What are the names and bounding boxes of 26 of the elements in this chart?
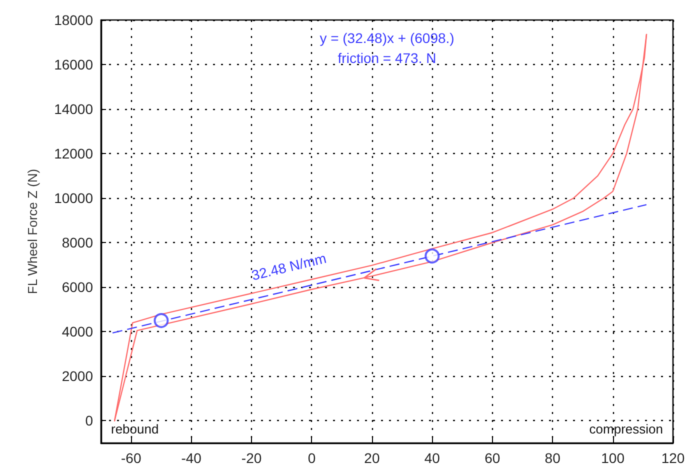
y-tick-label: 14000 <box>54 101 94 118</box>
y-tick-label: 0 <box>85 412 94 429</box>
annotation: compression <box>589 422 663 436</box>
annotation: friction = 473. N <box>338 50 436 66</box>
x-tick-label: 40 <box>424 450 440 466</box>
x-tick-label: 20 <box>364 450 380 466</box>
x-tick-label: 60 <box>484 450 500 466</box>
annotation: 32.48 N/mm <box>250 250 328 284</box>
y-tick-label: 18000 <box>54 12 94 28</box>
x-tick-label: 0 <box>308 450 316 466</box>
x-tick-label: 100 <box>601 450 625 466</box>
y-tick-label: 4000 <box>62 324 94 340</box>
y-tick-label: 12000 <box>54 146 94 162</box>
y-tick-label: 8000 <box>62 234 94 251</box>
y-tick-label: 2000 <box>62 368 94 384</box>
x-tick-label: -40 <box>181 450 202 466</box>
annotation: y = (32.48)x + (6098.) <box>320 30 454 46</box>
y-tick-label: 10000 <box>54 190 94 206</box>
x-tick-label: 80 <box>544 450 561 466</box>
y-tick-label: 6000 <box>62 279 94 296</box>
y-tick-label: 16000 <box>54 56 94 73</box>
x-tick-label: -60 <box>120 450 142 466</box>
annotation: rebound <box>111 422 159 436</box>
x-tick-label: -20 <box>241 450 262 466</box>
y-axis-title: FL Wheel Force Z (N) <box>25 168 40 294</box>
x-tick-label: 120 <box>661 450 685 466</box>
